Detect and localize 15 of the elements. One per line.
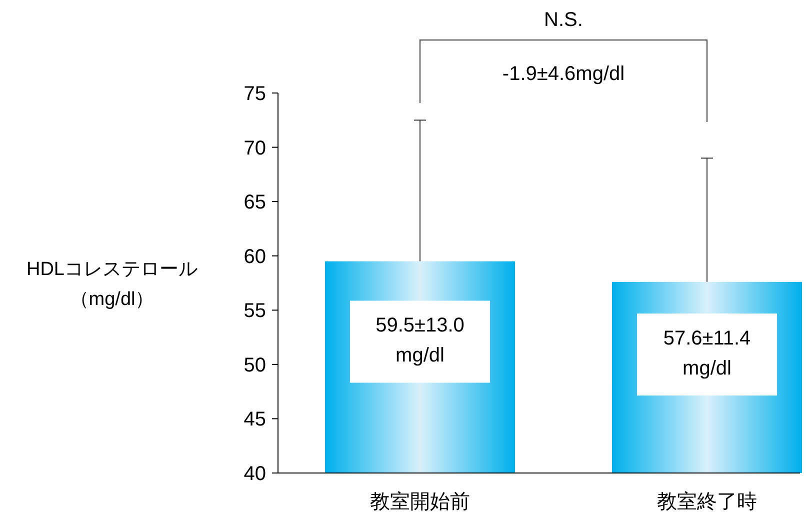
x-tick-label: 教室開始前 bbox=[370, 490, 470, 513]
y-tick-label: 40 bbox=[244, 463, 266, 485]
y-tick-label: 70 bbox=[244, 137, 266, 160]
data-label: 59.5±13.0 mg/dl bbox=[376, 314, 464, 367]
y-tick-label: 50 bbox=[244, 354, 266, 376]
y-tick-label: 65 bbox=[244, 192, 266, 214]
text: -1.9±4.6mg/dl bbox=[502, 63, 625, 85]
y-tick-label: 75 bbox=[244, 83, 266, 105]
y-tick-label: 55 bbox=[244, 300, 266, 322]
y-axis-title: HDLコレステロール（mg/dl） bbox=[26, 259, 198, 310]
y-tick-label: 45 bbox=[244, 408, 266, 431]
data-label: 57.6±11.4 mg/dl bbox=[663, 328, 751, 380]
y-tick-label: 60 bbox=[244, 246, 266, 268]
text: N.S. bbox=[544, 9, 583, 31]
x-tick-label: 教室終了時 bbox=[657, 490, 757, 513]
